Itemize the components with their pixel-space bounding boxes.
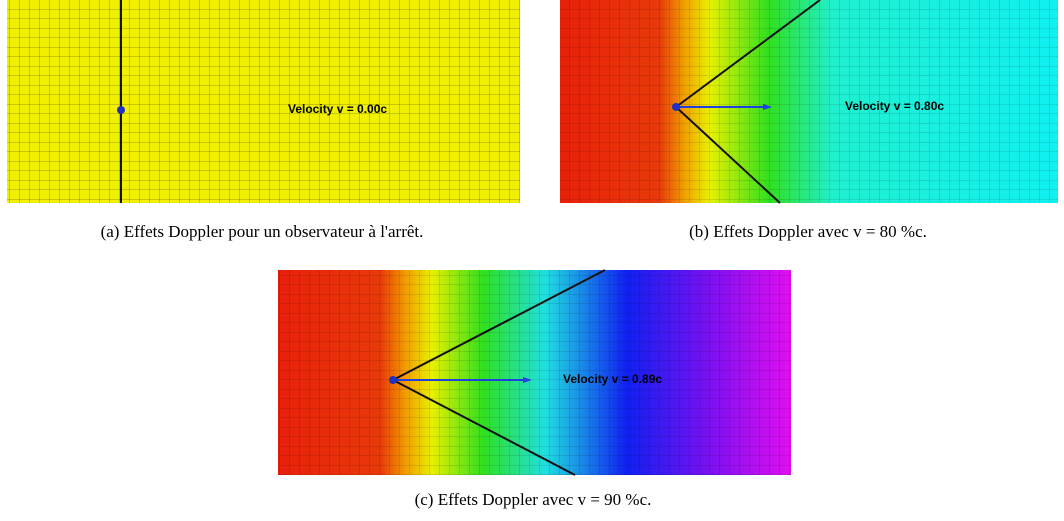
caption: (b) Effets Doppler avec v = 80 %c.: [689, 222, 927, 241]
page: Velocity v = 0.00c (a) Effets Doppler po…: [0, 0, 1064, 521]
figure: Velocity v = 0.00c (a) Effets Doppler po…: [0, 0, 1064, 521]
observer-dot: [117, 106, 125, 114]
velocity-label: Velocity v = 0.89c: [563, 372, 662, 386]
grid-overlay: [7, 0, 520, 203]
observer-dot: [672, 103, 680, 111]
observer-dot: [389, 376, 397, 384]
caption: (c) Effets Doppler avec v = 90 %c.: [415, 490, 652, 509]
grid-overlay: [560, 0, 1058, 203]
caption: (a) Effets Doppler pour un observateur à…: [101, 222, 424, 241]
velocity-label: Velocity v = 0.00c: [288, 102, 387, 116]
panel-b: Velocity v = 0.80c: [560, 0, 1058, 203]
panel-c: Velocity v = 0.89c: [278, 270, 791, 475]
velocity-label: Velocity v = 0.80c: [845, 99, 944, 113]
panel-a: Velocity v = 0.00c: [7, 0, 520, 203]
grid-overlay: [278, 270, 791, 475]
